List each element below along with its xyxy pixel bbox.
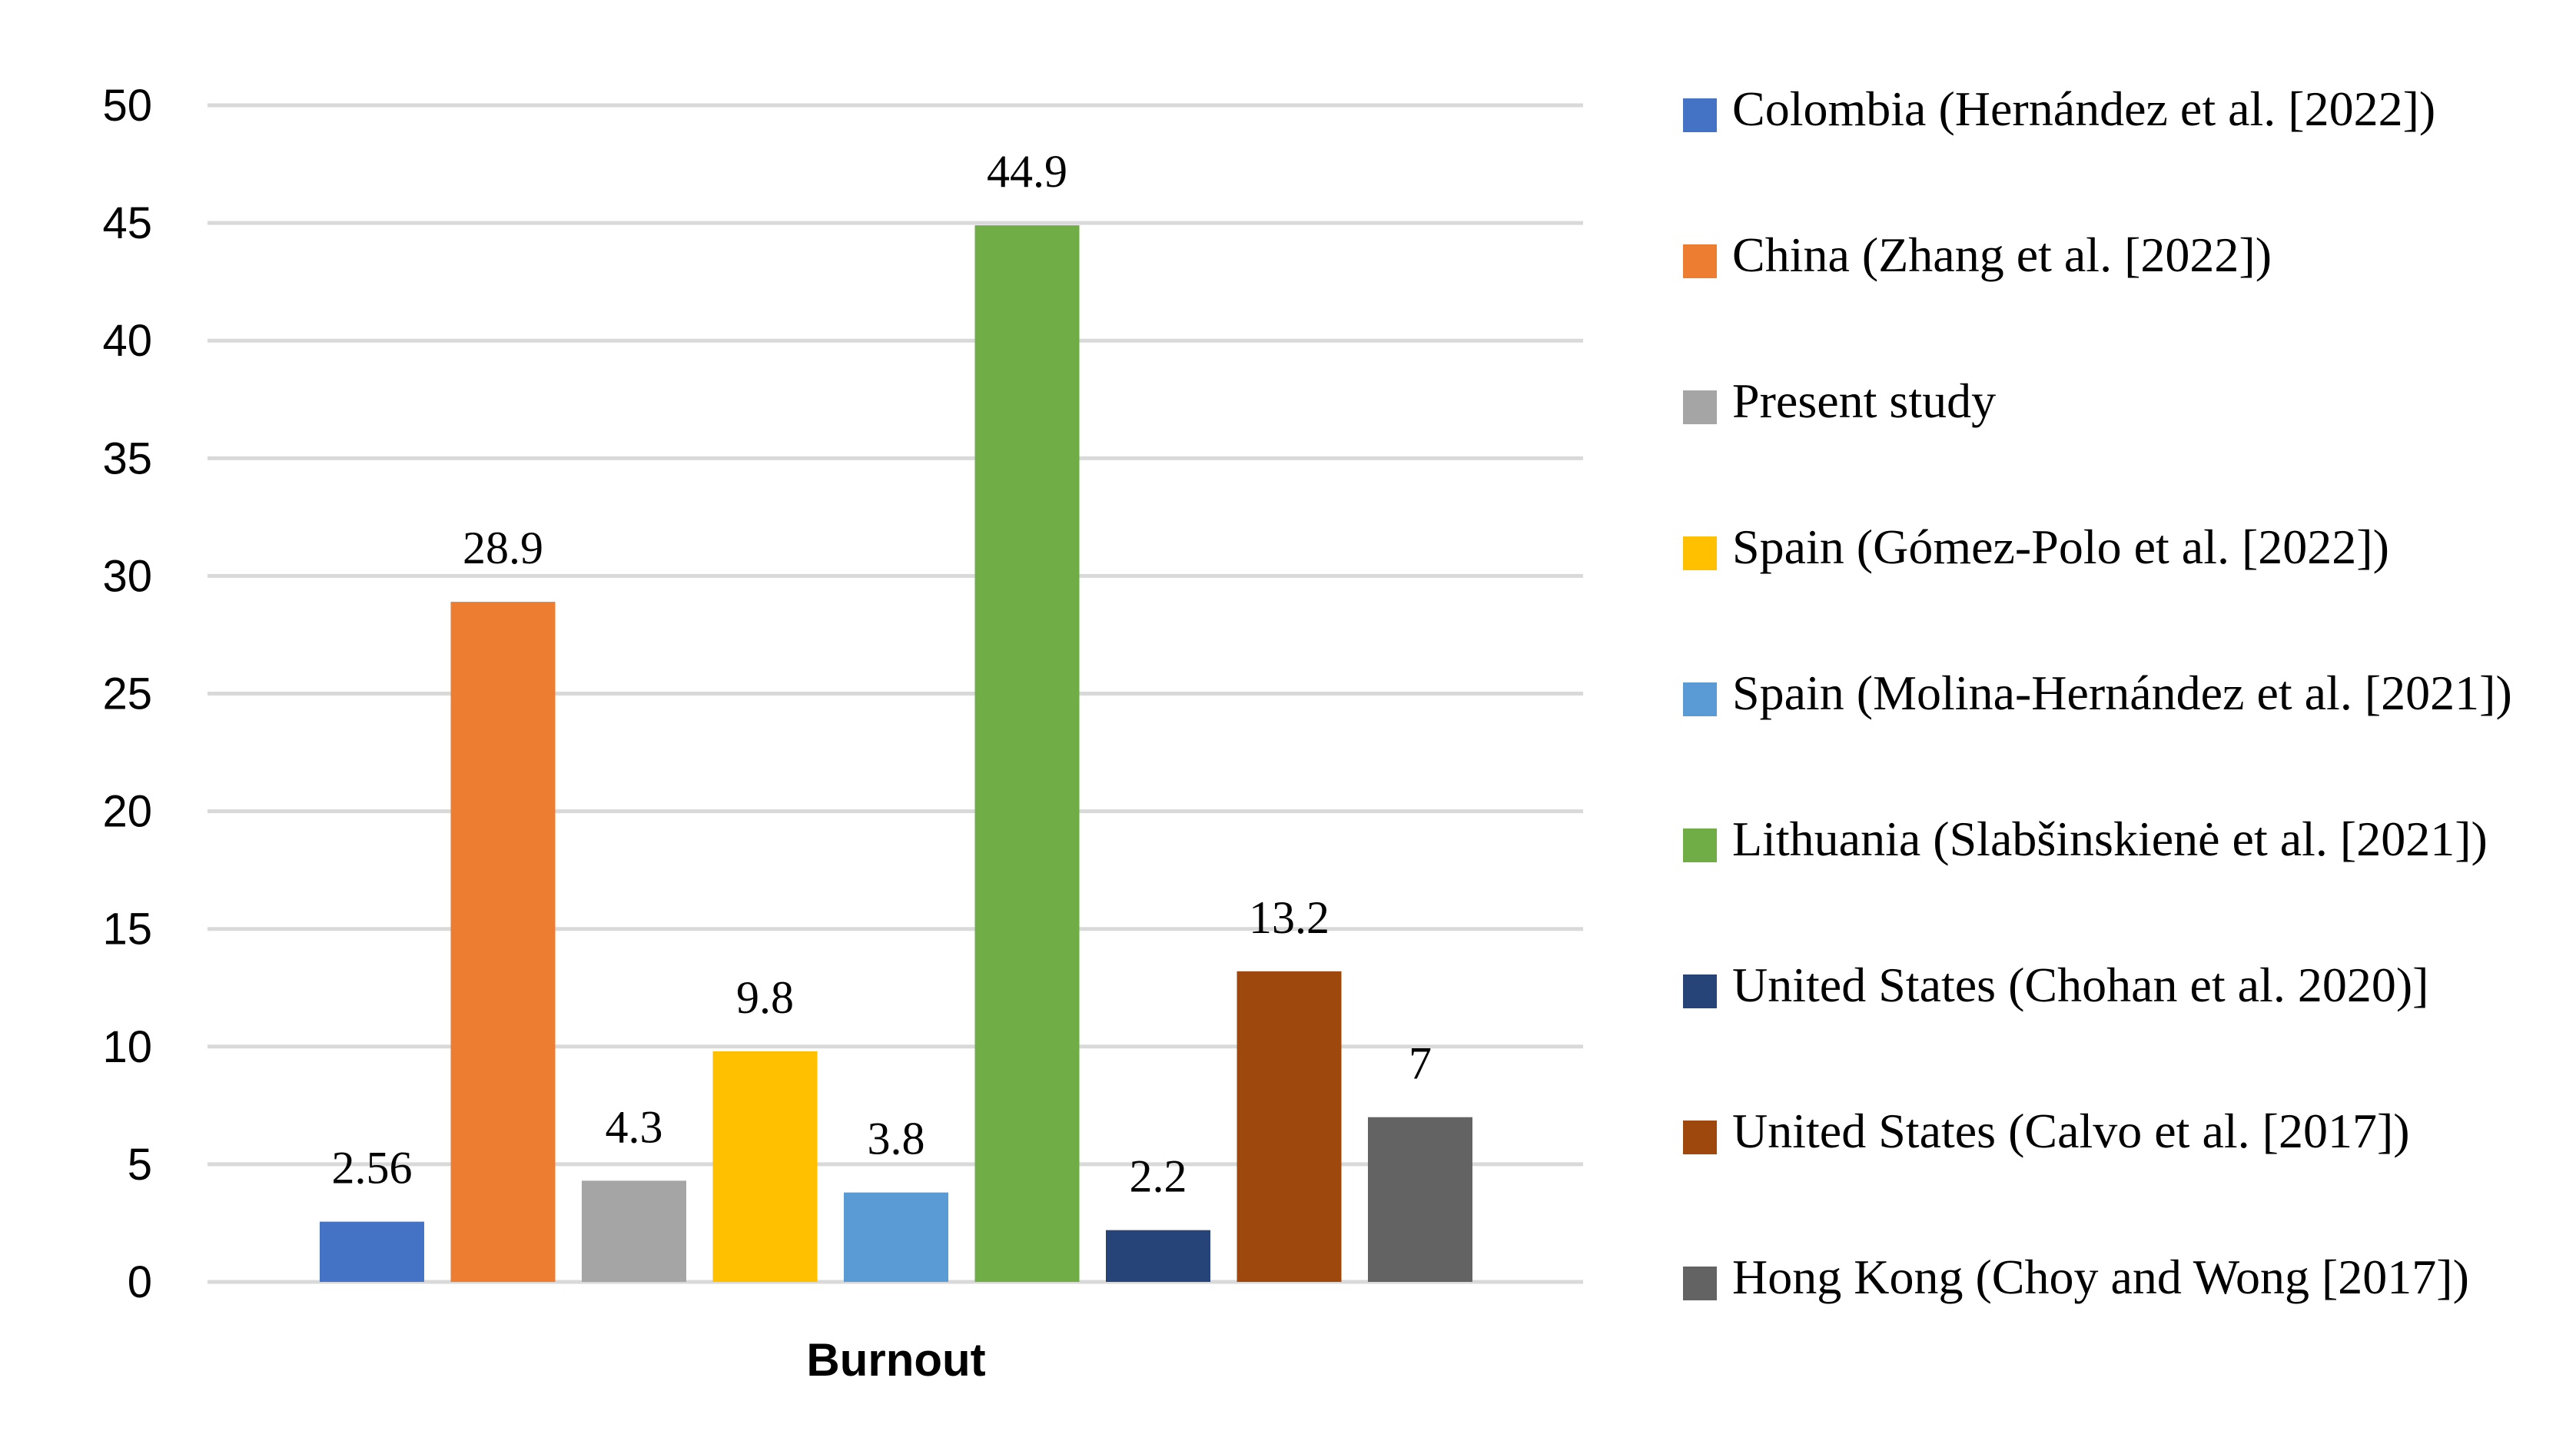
bar [1237,971,1342,1282]
x-category-label: Burnout [806,1334,985,1386]
y-tick-label: 5 [128,1140,152,1190]
bar [320,1221,424,1282]
legend-label: Spain (Molina-Hernández et al. [2021]) [1732,666,2512,720]
bar [450,602,556,1282]
y-tick-label: 20 [102,787,152,837]
legend: Colombia (Hernández et al. [2022]) China … [1683,74,2544,1388]
legend-label: United States (Chohan et al. 2020)] [1732,958,2429,1012]
legend-label: China (Zhang et al. [2022]) [1732,227,2272,282]
data-label: 3.8 [868,1114,925,1164]
data-label: 9.8 [736,972,794,1023]
y-tick-label: 40 [102,316,152,366]
y-tick-label: 50 [102,81,152,131]
y-tick-label: 0 [128,1257,152,1307]
bar [844,1192,948,1282]
legend-swatch [1683,1267,1717,1300]
legend-swatch [1683,244,1717,278]
y-tick-label: 35 [102,433,152,483]
bar [1368,1117,1472,1282]
data-labels: 2.56 28.9 4.3 9.8 3.8 44.9 2.2 13.2 7 [332,146,1432,1201]
y-tick-label: 15 [102,905,152,955]
legend-item: China (Zhang et al. [2022]) [1683,220,2544,366]
y-tick-label: 10 [102,1022,152,1072]
bars [320,225,1472,1282]
gridlines [207,103,1583,1284]
legend-swatch [1683,390,1717,424]
legend-item: Lithuania (Slabšinskienė et al. [2021]) [1683,804,2544,950]
legend-item: United States (Calvo et al. [2017]) [1683,1096,2544,1242]
legend-label: Spain (Gómez-Polo et al. [2022]) [1732,520,2389,574]
y-axis-tick-labels: 0 5 10 15 20 25 30 35 40 45 50 [102,81,152,1307]
legend-label: Colombia (Hernández et al. [2022]) [1732,81,2436,136]
legend-label: Hong Kong (Choy and Wong [2017]) [1732,1250,2469,1304]
legend-item: Colombia (Hernández et al. [2022]) [1683,74,2544,220]
legend-label: United States (Calvo et al. [2017]) [1732,1104,2410,1158]
y-tick-label: 25 [102,669,152,719]
data-label: 13.2 [1249,892,1329,943]
legend-swatch [1683,1121,1717,1154]
legend-swatch [1683,536,1717,570]
bar-chart: 0 5 10 15 20 25 30 35 40 45 50 2.56 28.9 4.3 9.8 3.8 44… [102,81,1583,1386]
legend-swatch [1683,974,1717,1008]
data-label: 7 [1409,1038,1432,1089]
legend-label: Lithuania (Slabšinskienė et al. [2021]) [1732,812,2488,866]
legend-swatch [1683,98,1717,132]
legend-item: Hong Kong (Choy and Wong [2017]) [1683,1242,2544,1388]
data-label: 44.9 [987,146,1067,197]
y-tick-label: 45 [102,198,152,248]
data-label: 2.2 [1130,1151,1187,1202]
y-tick-label: 30 [102,551,152,601]
legend-item: United States (Chohan et al. 2020)] [1683,950,2544,1096]
legend-item: Spain (Gómez-Polo et al. [2022]) [1683,512,2544,658]
legend-label: Present study [1732,374,1997,428]
legend-swatch [1683,828,1717,862]
bar [1106,1230,1210,1282]
legend-item: Present study [1683,366,2544,512]
legend-swatch [1683,682,1717,716]
x-axis-category-labels: Burnout [806,1334,985,1386]
data-label: 4.3 [606,1101,663,1152]
bar [582,1180,686,1282]
legend-item: Spain (Molina-Hernández et al. [2021]) [1683,658,2544,804]
bar [974,225,1080,1282]
bar [712,1051,818,1282]
data-label: 28.9 [463,523,543,573]
data-label: 2.56 [332,1143,413,1194]
